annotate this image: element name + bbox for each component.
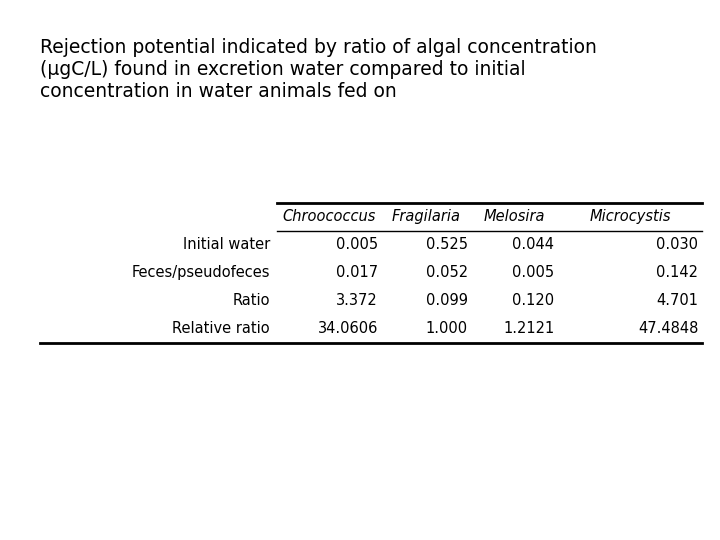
Text: 4.701: 4.701	[657, 293, 698, 308]
Text: 0.120: 0.120	[512, 293, 554, 308]
Text: 0.142: 0.142	[657, 265, 698, 280]
Text: 0.044: 0.044	[513, 237, 554, 252]
Text: 0.099: 0.099	[426, 293, 468, 308]
Text: Initial water: Initial water	[183, 237, 270, 252]
Text: Ratio: Ratio	[233, 293, 270, 308]
Text: 0.052: 0.052	[426, 265, 468, 280]
Text: Feces/pseudofeces: Feces/pseudofeces	[132, 265, 270, 280]
Text: Melosira: Melosira	[484, 209, 546, 224]
Text: 34.0606: 34.0606	[318, 321, 378, 336]
Text: Fragilaria: Fragilaria	[392, 209, 461, 224]
Text: 3.372: 3.372	[336, 293, 378, 308]
Text: Relative ratio: Relative ratio	[172, 321, 270, 336]
Text: 1.2121: 1.2121	[503, 321, 554, 336]
Text: 47.4848: 47.4848	[638, 321, 698, 336]
Text: Rejection potential indicated by ratio of algal concentration
(µgC/L) found in e: Rejection potential indicated by ratio o…	[40, 38, 596, 101]
Text: 0.005: 0.005	[512, 265, 554, 280]
Text: 0.525: 0.525	[426, 237, 468, 252]
Text: 0.017: 0.017	[336, 265, 378, 280]
Text: 1.000: 1.000	[426, 321, 468, 336]
Text: 0.030: 0.030	[657, 237, 698, 252]
Text: Chroococcus: Chroococcus	[283, 209, 376, 224]
Text: 0.005: 0.005	[336, 237, 378, 252]
Text: Microcystis: Microcystis	[589, 209, 671, 224]
